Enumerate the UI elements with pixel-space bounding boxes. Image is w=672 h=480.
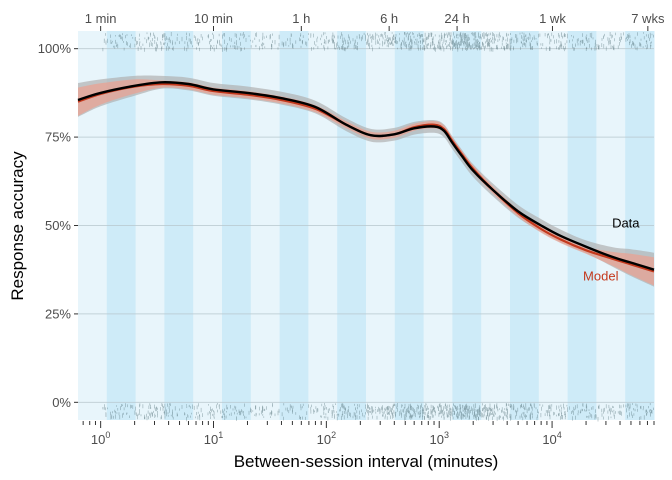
x-tick-label: 101 [204, 430, 223, 447]
top-tick-label: 6 h [380, 11, 398, 26]
top-tick-label: 1 min [85, 11, 117, 26]
x-axis-title: Between-session interval (minutes) [234, 452, 499, 471]
top-tick-label: 7 wks [631, 11, 665, 26]
y-axis: 0% 25% 50% 75% 100% [38, 41, 78, 410]
x-tick-label: 103 [429, 430, 448, 447]
series-labels: Data Model [583, 215, 640, 283]
series-line-model [77, 82, 655, 273]
top-tick-label: 10 min [194, 11, 233, 26]
x-axis: 100 101 102 103 104 [82, 421, 655, 447]
rug-marks [102, 32, 654, 422]
y-tick-label: 75% [45, 130, 71, 145]
top-axis: 1 min 10 min 1 h 6 h 24 h 1 wk 7 wks [85, 11, 665, 31]
y-tick-label: 0% [52, 395, 71, 410]
y-tick-label: 100% [38, 41, 72, 56]
y-axis-title: Response accuracy [8, 151, 27, 301]
top-tick-label: 1 wk [539, 11, 566, 26]
rug-bottom [102, 403, 654, 422]
series-label-data: Data [612, 215, 640, 230]
x-tick-label: 102 [317, 430, 336, 447]
series-line-data [77, 81, 655, 271]
top-tick-label: 24 h [444, 11, 469, 26]
y-tick-label: 25% [45, 306, 71, 321]
x-tick-label: 100 [91, 430, 110, 447]
top-tick-label: 1 h [292, 11, 310, 26]
series-lines [77, 81, 655, 273]
x-tick-label: 104 [542, 430, 561, 447]
rug-top [102, 32, 654, 52]
y-tick-label: 50% [45, 218, 71, 233]
series-label-model: Model [583, 268, 619, 283]
